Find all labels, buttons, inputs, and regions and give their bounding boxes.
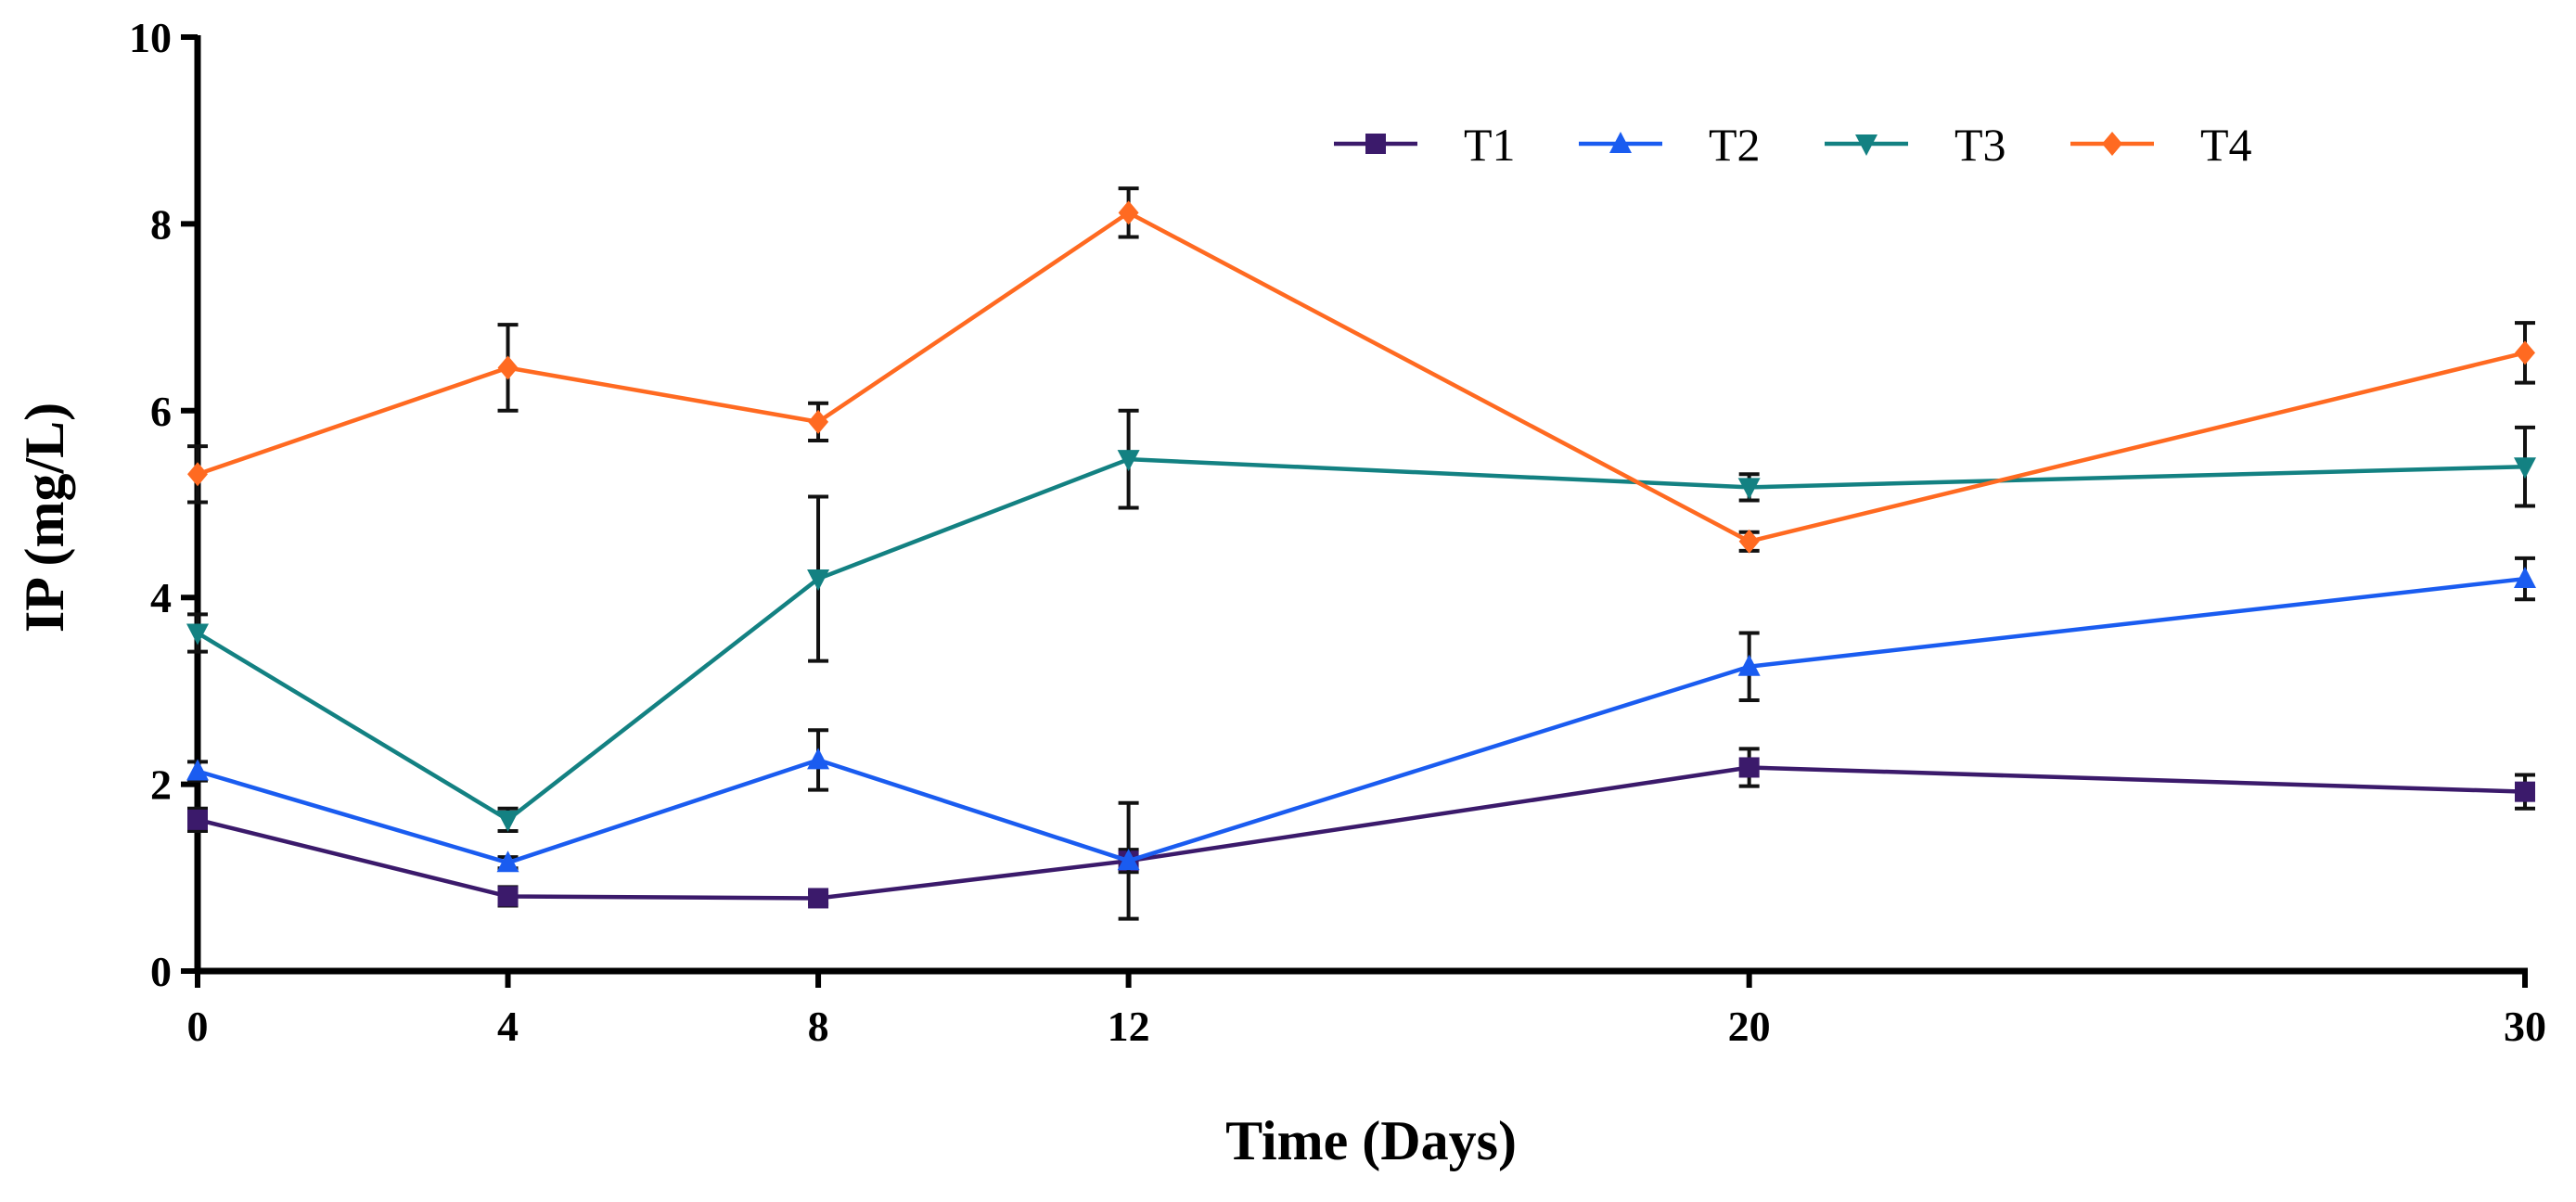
y-tick-label: 4 [150,574,172,621]
data-point [187,462,208,487]
data-point [2515,781,2535,802]
x-tick-label: 0 [187,1003,209,1050]
legend-label: T4 [2200,119,2252,171]
series-line [197,576,2526,865]
y-tick-label: 10 [129,14,172,61]
x-tick-label: 30 [2504,1003,2546,1050]
data-point [2515,340,2535,365]
y-axis-title: IP (mg/L) [14,403,75,633]
y-tick-label: 8 [150,200,172,248]
series-layer [186,186,2536,921]
y-tick-label: 6 [150,388,172,435]
data-point [807,748,830,770]
data-point [808,409,829,434]
series-line [196,456,2526,823]
data-point [187,809,208,830]
y-tick-label: 2 [150,761,172,809]
series-t2 [186,556,2536,921]
data-point [1737,654,1761,676]
data-point [2514,457,2536,480]
legend-marker [1365,134,1386,154]
legend-label: T1 [1464,119,1516,171]
legend: T1 T2 T3 T4 [1334,119,2252,171]
legend-marker [1609,132,1632,153]
legend-label: T2 [1709,119,1761,171]
x-tick-label: 12 [1108,1003,1150,1050]
series-line [197,765,2526,901]
data-point [1737,478,1761,500]
legend-item-t1: T1 [1334,119,1516,171]
legend-marker [1855,134,1878,156]
series-t4 [187,186,2535,554]
data-point [808,888,829,909]
data-point [807,569,830,592]
data-point [496,810,519,832]
x-tick-label: 8 [808,1003,829,1050]
x-axis-title: Time (Days) [1225,1110,1517,1171]
series-line [197,211,2526,544]
data-point [2514,567,2536,589]
legend-item-t2: T2 [1579,119,1761,171]
data-point [186,623,209,646]
data-point [1117,450,1140,472]
legend-marker [2102,132,2122,156]
series-t3 [186,408,2536,833]
data-point [497,886,519,907]
legend-item-t4: T4 [2070,119,2252,171]
data-point [1118,200,1139,225]
series-t1 [187,747,2535,909]
data-point [497,355,519,380]
data-point [186,759,209,781]
data-point [496,850,519,873]
x-tick-label: 4 [497,1003,519,1050]
legend-item-t3: T3 [1825,119,2006,171]
y-tick-label: 0 [150,948,172,995]
data-point [1738,757,1760,778]
data-point [1738,529,1760,554]
axes-layer: 0 2 4 6 8 10 0 4 8 12 20 30 [129,14,2546,1050]
x-tick-label: 20 [1728,1003,1771,1050]
legend-label: T3 [1954,119,2006,171]
data-point [1117,849,1140,871]
